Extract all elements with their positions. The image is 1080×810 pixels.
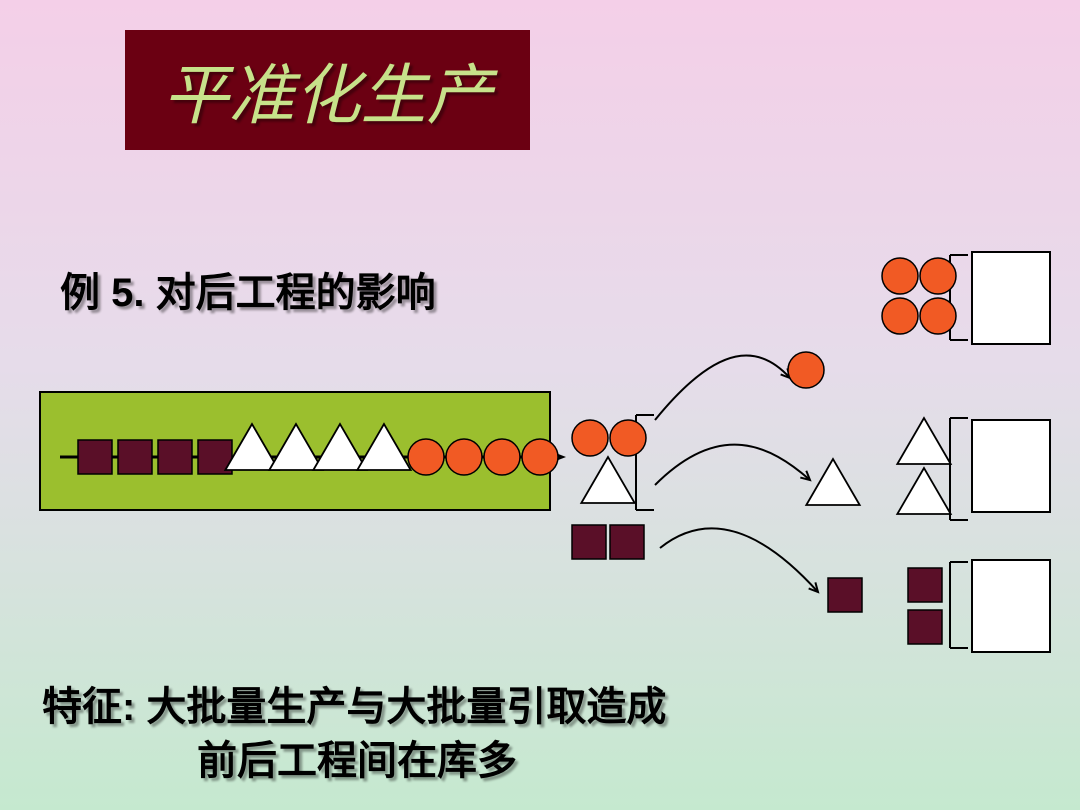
caption-line1: 特征: 大批量生产与大批量引取造成 bbox=[42, 680, 666, 734]
slide: 平准化生产 例 5. 对后工程的影响 特征: 大批量生产与大批量引取造成 前后工… bbox=[0, 0, 1080, 810]
caption-line2: 前后工程间在库多 bbox=[197, 734, 517, 788]
caption-text: 特征: 大批量生产与大批量引取造成 前后工程间在库多 bbox=[42, 680, 666, 788]
